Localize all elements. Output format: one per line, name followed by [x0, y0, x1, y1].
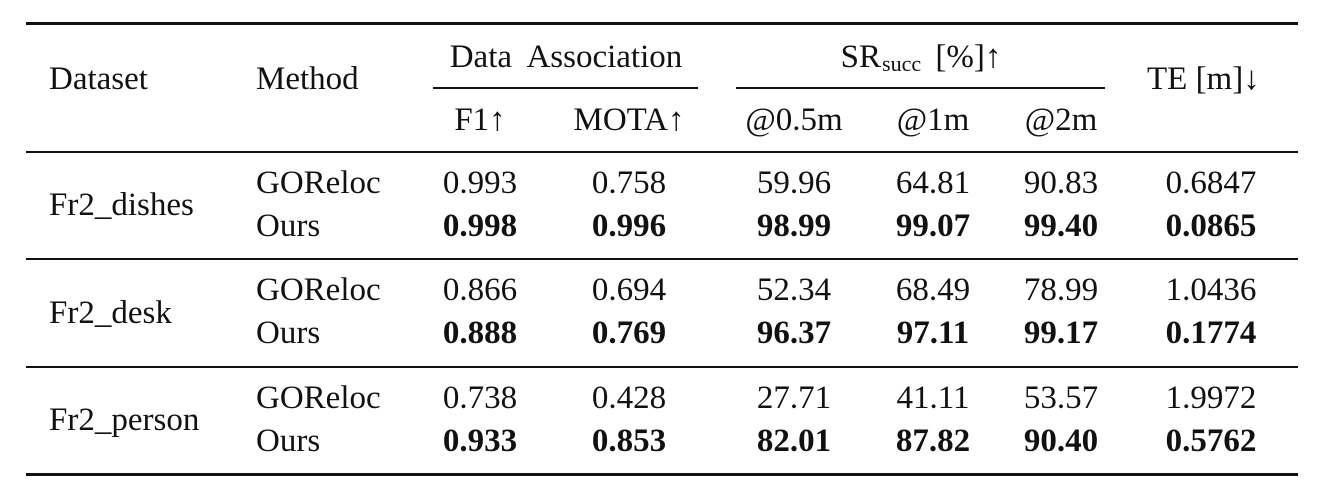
cell-te: 0.0865: [1165, 208, 1257, 244]
header-sr: SRsucc [%]↑: [841, 37, 1002, 84]
cell-sr05: 59.96: [756, 165, 832, 201]
dataset-label: Fr2_desk: [49, 295, 172, 331]
header-bottom-rule: [26, 151, 1298, 153]
dataset-label: Fr2_person: [49, 402, 200, 438]
group-rule-1: [26, 258, 1298, 260]
cell-sr05: 27.71: [756, 380, 832, 416]
header-sr-2: @2m: [1024, 102, 1098, 138]
cell-sr05: 96.37: [756, 315, 832, 351]
cell-mota: 0.694: [591, 272, 667, 308]
cell-te: 0.5762: [1165, 423, 1257, 459]
header-sr-05: @0.5m: [745, 102, 843, 138]
cell-f1: 0.993: [442, 165, 518, 201]
cell-sr1: 97.11: [896, 315, 970, 351]
cell-mota: 0.758: [591, 165, 667, 201]
cell-te: 0.6847: [1165, 165, 1257, 201]
cell-sr05: 98.99: [756, 208, 832, 244]
header-f1: F1↑: [454, 102, 506, 138]
cell-f1: 0.738: [442, 380, 518, 416]
method-name: GOReloc: [256, 272, 381, 308]
table-top-rule: [26, 22, 1298, 25]
method-name: Ours: [256, 423, 321, 459]
cell-mota: 0.769: [591, 315, 667, 351]
cell-sr2: 53.57: [1023, 380, 1099, 416]
method-name: Ours: [256, 315, 321, 351]
cell-te: 0.1774: [1165, 315, 1257, 351]
data-association-rule: [433, 87, 698, 89]
cell-sr2: 90.83: [1023, 165, 1099, 201]
cell-sr1: 68.49: [895, 272, 971, 308]
cell-sr2: 99.40: [1023, 208, 1099, 244]
cell-sr2: 78.99: [1023, 272, 1099, 308]
header-dataset: Dataset: [49, 61, 148, 97]
cell-sr1: 41.11: [896, 380, 970, 416]
cell-sr1: 99.07: [895, 208, 971, 244]
cell-f1: 0.933: [442, 423, 518, 459]
cell-sr05: 52.34: [756, 272, 832, 308]
table-bottom-rule: [26, 473, 1298, 476]
header-te: TE [m]↓: [1147, 61, 1260, 97]
cell-sr1: 64.81: [895, 165, 971, 201]
cell-f1: 0.866: [442, 272, 518, 308]
method-name: GOReloc: [256, 380, 381, 416]
cell-te: 1.9972: [1165, 380, 1257, 416]
cell-mota: 0.428: [591, 380, 667, 416]
header-sr-suffix: [%]↑: [935, 39, 1002, 75]
group-rule-2: [26, 366, 1298, 368]
cell-sr1: 87.82: [895, 423, 971, 459]
method-name: Ours: [256, 208, 321, 244]
header-data-association: Data Association: [449, 39, 683, 75]
cell-mota: 0.853: [591, 423, 667, 459]
header-method: Method: [256, 61, 359, 97]
method-name: GOReloc: [256, 165, 381, 201]
cell-te: 1.0436: [1165, 272, 1257, 308]
cell-sr05: 82.01: [756, 423, 832, 459]
cell-sr2: 90.40: [1023, 423, 1099, 459]
header-mota: MOTA↑: [573, 102, 685, 138]
cell-mota: 0.996: [591, 208, 667, 244]
header-sr-1: @1m: [896, 102, 970, 138]
cell-f1: 0.888: [442, 315, 518, 351]
cell-f1: 0.998: [442, 208, 518, 244]
cell-sr2: 99.17: [1023, 315, 1099, 351]
sr-rule: [736, 87, 1105, 89]
header-sr-sub: succ: [882, 51, 922, 76]
header-sr-main: SR: [840, 39, 882, 75]
dataset-label: Fr2_dishes: [49, 187, 194, 223]
